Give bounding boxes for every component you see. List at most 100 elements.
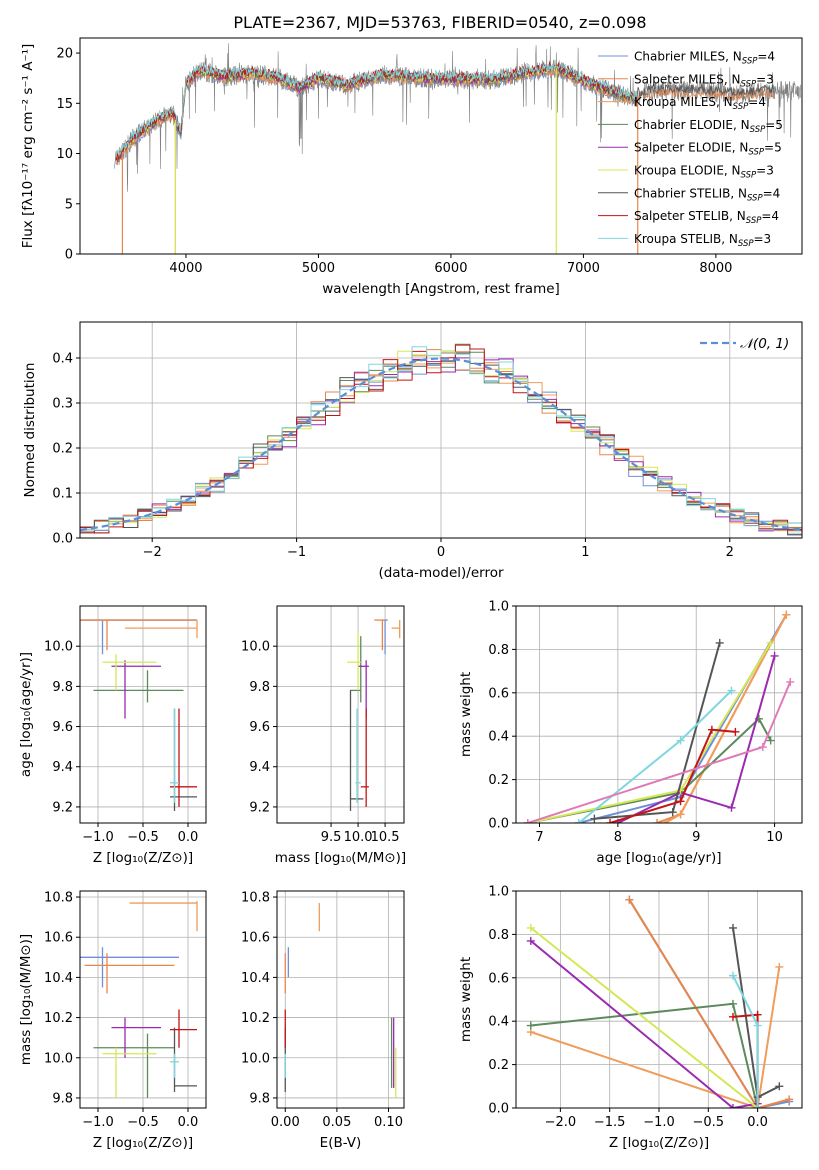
x-tick-label: −0.5 [127, 830, 159, 845]
plus-marker [775, 1082, 784, 1091]
x-tick-label: 2 [726, 545, 734, 560]
plot-residuals: −2 −1 0 1 2 0.0 0.1 0.2 0.3 0.4 (data-model)/error… [22, 321, 803, 581]
x-axis-label: E(B-V) [320, 1135, 362, 1151]
y-tick-label: 0.8 [488, 928, 509, 943]
y-tick-label: 9.2 [52, 800, 73, 815]
x-axis-label: age [log₁₀(age/yr)] [596, 850, 721, 866]
y-tick-label: 0.4 [488, 1015, 509, 1030]
y-tick-label: 1.0 [488, 885, 509, 900]
y-tick-label: 9.6 [249, 720, 270, 735]
plus-marker [785, 1095, 794, 1104]
legend-suffix: =3 [756, 72, 774, 86]
y-axis-label: mass weight [458, 672, 474, 757]
x-axis-label: (data-model)/error [378, 565, 504, 581]
x-axis-label: wavelength [Angstrom, rest frame] [322, 281, 560, 297]
mass-weight-lines [526, 895, 794, 1108]
x-tick-label: 0 [437, 545, 445, 560]
legend-subscript: SSP [738, 239, 754, 249]
y-tick-label: 10.8 [44, 891, 73, 906]
y-tick-label: 9.8 [249, 680, 270, 695]
y-tick-label: 1.0 [488, 600, 509, 615]
y-tick-label: 9.8 [52, 680, 73, 695]
y-tick-label: 10.0 [44, 1051, 73, 1066]
legend-subscript: SSP [733, 102, 749, 112]
legend-suffix: =4 [748, 95, 766, 109]
mass-weight-line [527, 717, 772, 823]
legend-text: Chabrier MILES, N [634, 50, 742, 64]
y-tick-label: 20 [56, 47, 73, 62]
y-tick-label: 0.6 [488, 971, 509, 986]
plus-marker [526, 936, 535, 945]
axes-frame-age-mass [276, 605, 405, 824]
y-tick-label: 9.8 [52, 1091, 73, 1106]
y-tick-label: 0.6 [488, 686, 509, 701]
plus-marker [676, 810, 685, 819]
y-tick-label: 9.4 [52, 760, 73, 775]
legend-subscript: SSP [741, 171, 757, 181]
legend-subscript: SSP [742, 57, 758, 67]
plus-marker [523, 819, 532, 823]
plus-marker [782, 610, 791, 619]
plus-marker [753, 1021, 762, 1030]
x-tick-label: 9 [692, 830, 700, 845]
mass-weight-line [617, 655, 776, 823]
axes-frame-mass-weight-Z [515, 890, 803, 1109]
y-tick-label: 0.4 [488, 730, 509, 745]
legend-text: Kroupa STELIB, N [634, 232, 738, 246]
y-tick-label: 10.6 [241, 931, 270, 946]
y-tick-label: 10.8 [241, 891, 270, 906]
plus-marker [660, 819, 669, 823]
x-tick-label: 7 [535, 830, 543, 845]
plot-mass-weight-age: 7 8 9 10 0.0 0.2 0.4 0.6 0.8 1.0 age [log₁₀(age/yr… [458, 600, 803, 866]
x-tick-label: 10.5 [371, 830, 400, 845]
y-tick-label: 15 [56, 97, 73, 112]
y-tick-label: 9.8 [249, 1091, 270, 1106]
x-tick-label: 7000 [567, 261, 600, 276]
y-tick-label: 0.3 [52, 397, 73, 412]
legend-entry: Salpeter MILES, NSSP=3 [634, 72, 774, 89]
errorbar-group [80, 619, 198, 811]
mass-weight-line [628, 899, 790, 1108]
x-tick-label: −2 [143, 545, 162, 560]
legend-entry: 𝒩(0, 1) [740, 336, 789, 352]
plot-mass-Z: −1.0 −0.5 0.0 9.8 10.0 10.2 10.4 10.6 10.8 Z [log… [18, 890, 207, 1151]
plot-age-Z: −1.0 −0.5 0.0 9.2 9.4 9.6 9.8 10.0 Z [log₁₀(Z/Z⊙… [18, 605, 207, 866]
model-line-kroupa-stelib [115, 62, 638, 156]
y-tick-label: 0.2 [488, 773, 509, 788]
legend-suffix: =3 [756, 164, 774, 178]
axes-frame-mass-weight-age [515, 605, 803, 824]
x-tick-label: 0.0 [178, 830, 199, 845]
mass-weight-line [530, 1002, 759, 1108]
legend-suffix: =5 [765, 118, 783, 132]
plus-marker [731, 727, 740, 736]
x-tick-label: 8 [614, 830, 622, 845]
axes-frame-mass-EBV [276, 890, 405, 1109]
plus-marker [715, 638, 724, 647]
plot-spectrum: 4000 5000 6000 7000 8000 0 5 10 15 20 wavelength [… [20, 37, 803, 297]
x-tick-label: 1 [581, 545, 589, 560]
x-tick-label: −0.5 [127, 1115, 159, 1130]
y-axis-label: mass [log₁₀(M/M⊙)] [18, 934, 34, 1065]
spectrum-lines [114, 43, 801, 254]
x-tick-label: −1 [287, 545, 306, 560]
legend-entry: Chabrier MILES, NSSP=4 [634, 50, 775, 67]
histogram-group [80, 343, 802, 537]
y-tick-label: 0.1 [52, 487, 73, 502]
legend-entry: Chabrier ELODIE, NSSP=5 [634, 118, 783, 135]
legend-text: Chabrier ELODIE, N [634, 118, 750, 132]
plus-marker [707, 725, 716, 734]
plus-marker [653, 819, 662, 823]
mass-weight-line [594, 642, 721, 820]
axes-frame-mass-Z [79, 890, 207, 1109]
x-tick-label: 10 [766, 830, 783, 845]
legend-suffix: =3 [754, 232, 772, 246]
y-tick-label: 10 [56, 147, 73, 162]
y-tick-label: 0 [65, 248, 73, 263]
plus-marker [728, 923, 737, 932]
gaussian-reference-line [80, 357, 802, 532]
plus-marker [590, 814, 599, 823]
plus-marker [526, 923, 535, 932]
legend-entry: Salpeter STELIB, NSSP=4 [634, 209, 779, 226]
